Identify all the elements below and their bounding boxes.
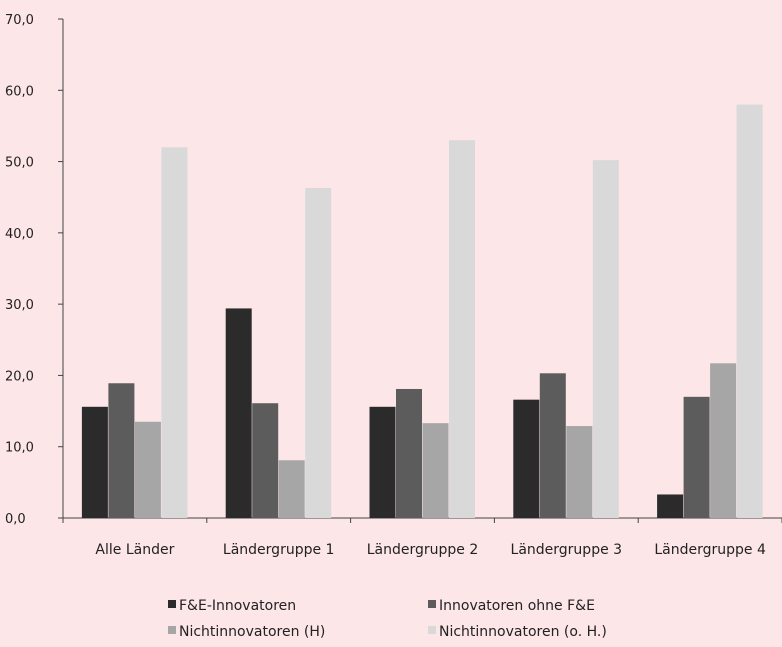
bars [81, 104, 763, 519]
legend: F&E-Innovatoren Innovatoren ohne F&E Nicht… [168, 598, 607, 640]
y-tick-label: 50,0 [5, 156, 34, 171]
legend-swatch [428, 626, 436, 634]
y-tick-label: 30,0 [5, 298, 34, 313]
legend-label: Innovatoren ohne F&E [439, 598, 595, 614]
bar [161, 147, 188, 519]
bar [225, 308, 252, 518]
bar [396, 388, 422, 518]
y-tick-label: 70,0 [5, 13, 34, 28]
y-axis: 0,0 10,0 20,0 30,0 40,0 50,0 60,0 70,0 [5, 13, 64, 527]
legend-item: F&E-Innovatoren [168, 598, 296, 614]
bar [513, 399, 540, 518]
bar [422, 423, 449, 518]
legend-label: Nichtinnovatoren (o. H.) [439, 624, 607, 640]
legend-label: F&E-Innovatoren [179, 598, 296, 614]
legend-item: Innovatoren ohne F&E [428, 598, 595, 614]
x-axis: Alle Länder Ländergruppe 1 Ländergruppe 2 L… [62, 517, 782, 558]
bar [134, 421, 161, 518]
y-tick-label: 0,0 [5, 512, 26, 527]
bar [566, 426, 593, 518]
bar [657, 494, 684, 518]
y-tick-label: 10,0 [5, 441, 34, 456]
category-label: Ländergruppe 2 [367, 542, 479, 558]
y-tick-label: 60,0 [5, 84, 34, 99]
legend-swatch [168, 600, 176, 608]
bar [369, 406, 396, 518]
bar [252, 403, 279, 518]
category-label: Ländergruppe 4 [654, 542, 766, 558]
legend-item: Nichtinnovatoren (o. H.) [428, 624, 607, 640]
bar [81, 406, 108, 518]
bar [710, 363, 737, 518]
category-label: Ländergruppe 1 [223, 542, 335, 558]
legend-item: Nichtinnovatoren (H) [168, 624, 325, 640]
bar [305, 187, 332, 518]
category-label: Ländergruppe 3 [511, 542, 623, 558]
bar [278, 460, 305, 518]
legend-swatch [168, 626, 176, 634]
bar [539, 373, 566, 518]
y-tick-label: 20,0 [5, 369, 34, 384]
legend-swatch [428, 600, 436, 608]
legend-label: Nichtinnovatoren (H) [179, 624, 325, 640]
bar [683, 396, 710, 518]
y-tick-label: 40,0 [5, 227, 34, 242]
bar [736, 104, 763, 519]
category-label: Alle Länder [95, 542, 174, 558]
bar [108, 383, 135, 518]
bar [592, 160, 619, 518]
bar [449, 140, 475, 518]
